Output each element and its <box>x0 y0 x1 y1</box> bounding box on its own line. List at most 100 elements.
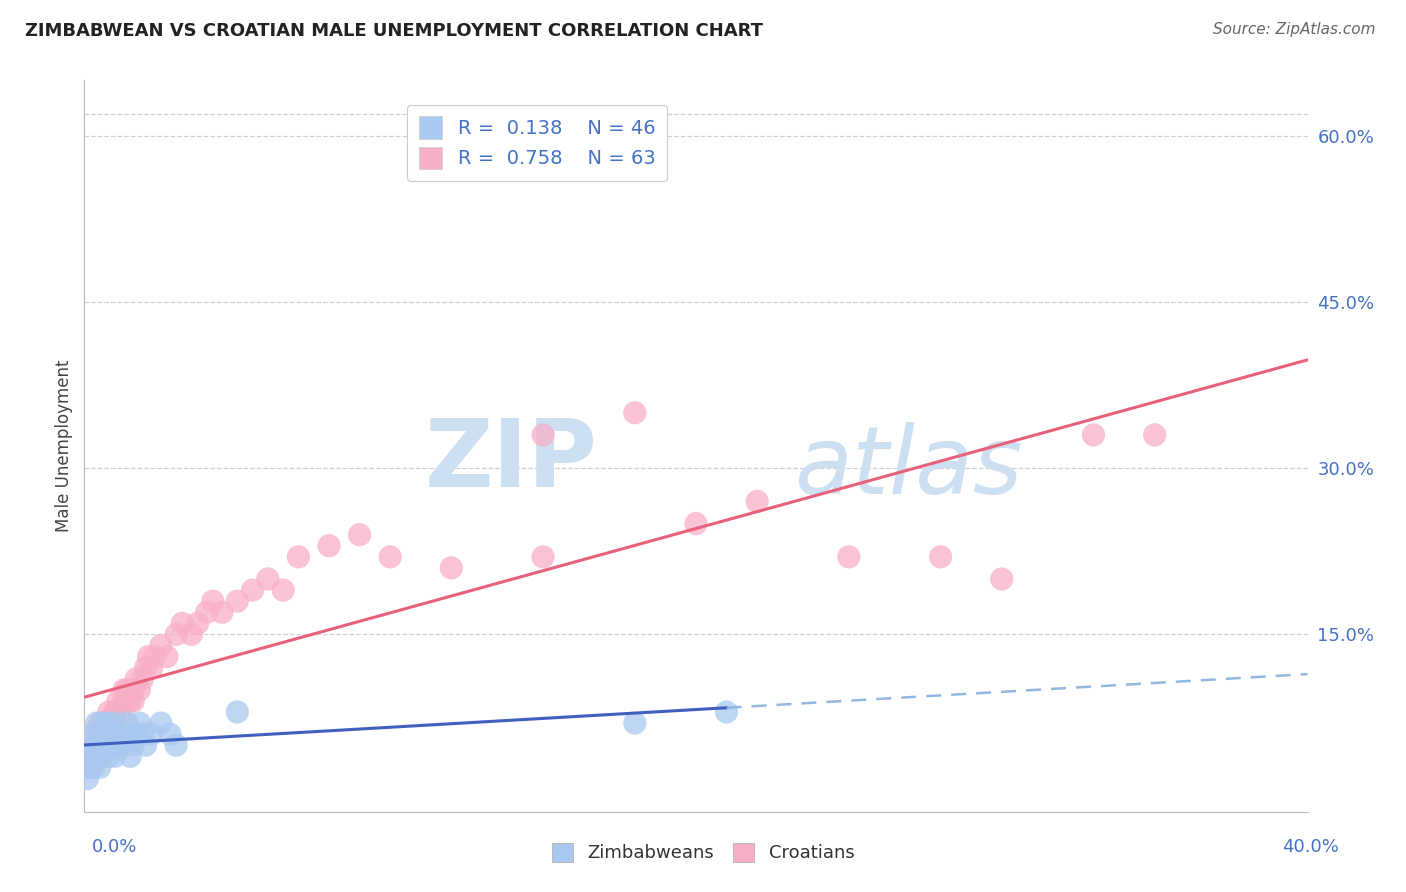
Point <box>97 727 120 741</box>
Y-axis label: Male Unemployment: Male Unemployment <box>55 359 73 533</box>
Point <box>79 749 101 764</box>
Point <box>112 694 135 708</box>
Point <box>838 549 860 564</box>
Point <box>86 749 108 764</box>
Point <box>138 649 160 664</box>
Point <box>226 705 249 719</box>
Point <box>104 738 127 752</box>
Point <box>89 727 111 741</box>
Point <box>125 727 148 741</box>
Point <box>104 705 127 719</box>
Point <box>1083 428 1105 442</box>
Point <box>141 660 163 674</box>
Point <box>83 738 105 752</box>
Point <box>531 428 554 442</box>
Text: Source: ZipAtlas.com: Source: ZipAtlas.com <box>1212 22 1375 37</box>
Point <box>131 672 153 686</box>
Point <box>83 727 105 741</box>
Point <box>104 705 127 719</box>
Legend: R =  0.138    N = 46, R =  0.758    N = 63: R = 0.138 N = 46, R = 0.758 N = 63 <box>406 104 666 181</box>
Point <box>94 716 117 731</box>
Point <box>141 727 163 741</box>
Point <box>91 727 114 741</box>
Point <box>165 738 187 752</box>
Point <box>86 749 108 764</box>
Point <box>122 738 145 752</box>
Point <box>135 738 157 752</box>
Point <box>76 760 98 774</box>
Point <box>156 649 179 664</box>
Point <box>91 749 114 764</box>
Point <box>89 760 111 774</box>
Point <box>929 549 952 564</box>
Point <box>79 749 101 764</box>
Text: 0.0%: 0.0% <box>91 838 136 855</box>
Point <box>120 749 142 764</box>
Point <box>149 639 172 653</box>
Legend: Zimbabweans, Croatians: Zimbabweans, Croatians <box>544 836 862 870</box>
Point <box>94 727 117 741</box>
Point <box>242 583 264 598</box>
Point <box>97 705 120 719</box>
Point <box>101 727 124 741</box>
Point <box>122 682 145 697</box>
Point <box>79 760 101 774</box>
Point <box>101 738 124 752</box>
Point <box>149 716 172 731</box>
Point <box>89 716 111 731</box>
Point <box>83 738 105 752</box>
Point <box>115 682 138 697</box>
Point <box>624 406 647 420</box>
Point <box>257 572 280 586</box>
Text: ZIMBABWEAN VS CROATIAN MALE UNEMPLOYMENT CORRELATION CHART: ZIMBABWEAN VS CROATIAN MALE UNEMPLOYMENT… <box>25 22 763 40</box>
Point <box>122 694 145 708</box>
Point <box>104 749 127 764</box>
Point <box>86 716 108 731</box>
Point <box>172 616 194 631</box>
Point <box>91 716 114 731</box>
Point <box>440 561 463 575</box>
Point <box>110 705 132 719</box>
Point <box>94 716 117 731</box>
Point <box>120 727 142 741</box>
Point <box>318 539 340 553</box>
Point <box>86 749 108 764</box>
Point <box>716 705 738 719</box>
Point <box>186 616 208 631</box>
Point <box>747 494 769 508</box>
Point <box>110 738 132 752</box>
Point <box>91 716 114 731</box>
Point <box>349 527 371 541</box>
Point <box>76 772 98 786</box>
Point <box>226 594 249 608</box>
Point <box>97 716 120 731</box>
Point <box>97 749 120 764</box>
Point <box>287 549 309 564</box>
Point <box>271 583 294 598</box>
Point <box>1143 428 1166 442</box>
Point <box>128 716 150 731</box>
Point <box>112 682 135 697</box>
Point <box>180 627 202 641</box>
Point <box>89 738 111 752</box>
Point <box>991 572 1014 586</box>
Point <box>91 727 114 741</box>
Point <box>135 660 157 674</box>
Point <box>86 738 108 752</box>
Point <box>120 694 142 708</box>
Point <box>104 716 127 731</box>
Point <box>685 516 707 531</box>
Point <box>131 727 153 741</box>
Point <box>94 738 117 752</box>
Point <box>94 738 117 752</box>
Point <box>112 727 135 741</box>
Point <box>83 738 105 752</box>
Point <box>91 727 114 741</box>
Text: atlas: atlas <box>794 423 1022 514</box>
Point <box>83 727 105 741</box>
Point <box>107 694 129 708</box>
Point <box>89 727 111 741</box>
Point <box>76 760 98 774</box>
Point <box>201 594 224 608</box>
Point <box>624 716 647 731</box>
